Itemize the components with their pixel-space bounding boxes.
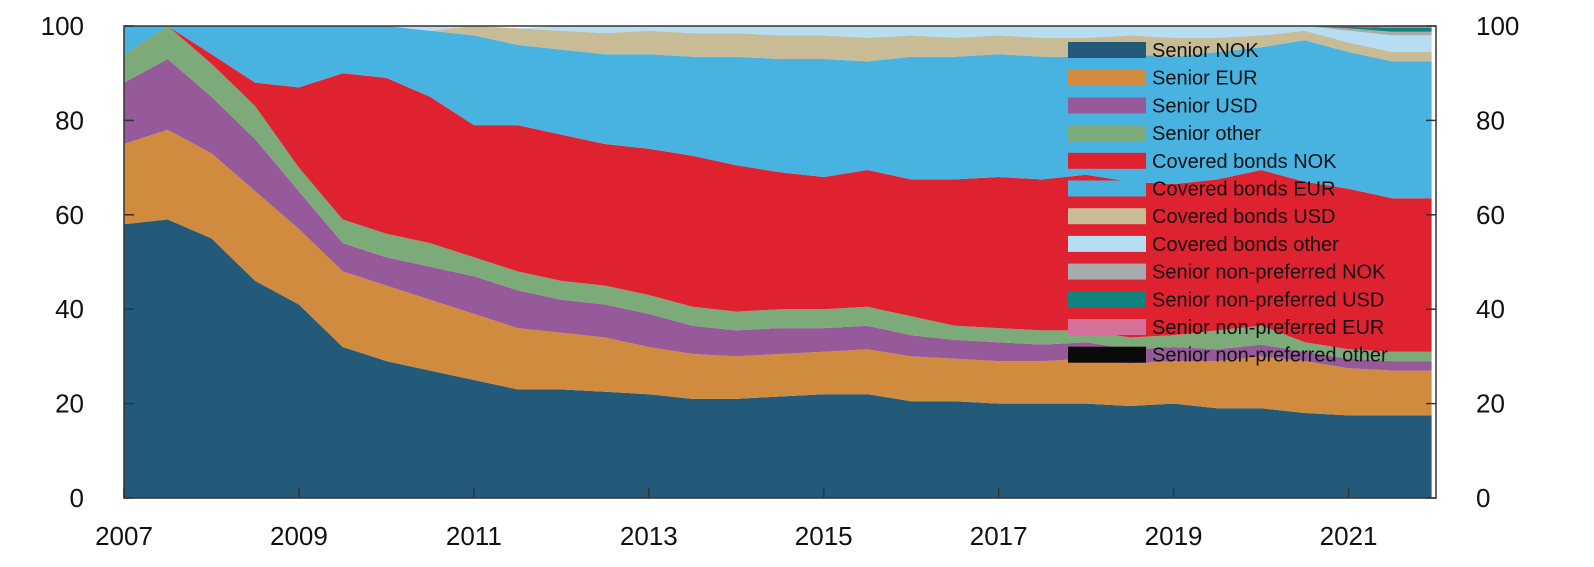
legend-swatch <box>1068 125 1146 142</box>
legend-item: Senior non-preferred other <box>1068 345 1388 367</box>
legend-label: Senior other <box>1152 123 1261 145</box>
legend: Senior NOK Senior EUR Senior USD Senior oth… <box>1068 40 1388 367</box>
legend-item: Senior EUR <box>1068 68 1258 90</box>
legend-swatch <box>1068 180 1146 197</box>
legend-label: Senior non-preferred USD <box>1152 289 1384 311</box>
x-tick-label: 2007 <box>95 521 153 551</box>
legend-label: Covered bonds other <box>1152 234 1339 256</box>
legend-item: Senior NOK <box>1068 40 1259 62</box>
legend-swatch <box>1068 97 1146 114</box>
area-senior-nok <box>124 219 1432 498</box>
legend-label: Senior USD <box>1152 95 1258 117</box>
legend-item: Senior USD <box>1068 95 1258 117</box>
x-tick-label: 2015 <box>795 521 853 551</box>
legend-swatch <box>1068 42 1146 58</box>
y-tick-label-left: 40 <box>55 294 84 324</box>
legend-item: Senior non-preferred EUR <box>1068 317 1384 339</box>
legend-swatch <box>1068 69 1146 86</box>
y-tick-label-left: 60 <box>55 200 84 230</box>
legend-label: Senior NOK <box>1152 40 1259 62</box>
y-tick-label-right: 20 <box>1476 389 1505 419</box>
y-tick-label-left: 100 <box>41 11 84 41</box>
x-tick-label: 2021 <box>1320 521 1378 551</box>
y-tick-label-right: 100 <box>1476 11 1519 41</box>
x-tick-label: 2019 <box>1145 521 1203 551</box>
y-tick-label-right: 0 <box>1476 483 1490 513</box>
x-tick-label: 2013 <box>620 521 678 551</box>
y-tick-label-left: 20 <box>55 389 84 419</box>
legend-swatch <box>1068 208 1146 225</box>
legend-label: Covered bonds EUR <box>1152 179 1335 201</box>
legend-swatch <box>1068 263 1146 280</box>
x-tick-label: 2009 <box>270 521 328 551</box>
legend-item: Covered bonds EUR <box>1068 179 1335 201</box>
legend-swatch <box>1068 346 1146 363</box>
legend-item: Senior non-preferred NOK <box>1068 262 1386 284</box>
legend-item: Covered bonds NOK <box>1068 151 1337 173</box>
y-tick-label-right: 60 <box>1476 200 1505 230</box>
legend-swatch <box>1068 152 1146 169</box>
area-covered-bonds-other <box>124 26 1432 52</box>
y-tick-label-left: 80 <box>55 105 84 135</box>
legend-swatch <box>1068 319 1146 335</box>
x-tick-label: 2011 <box>446 521 502 551</box>
y-tick-label-right: 80 <box>1476 105 1505 135</box>
legend-label: Senior EUR <box>1152 68 1258 90</box>
x-tick-label: 2017 <box>970 521 1028 551</box>
y-tick-label-right: 40 <box>1476 294 1505 324</box>
legend-label: Covered bonds USD <box>1152 206 1335 228</box>
legend-label: Senior non-preferred EUR <box>1152 317 1384 339</box>
legend-item: Covered bonds other <box>1068 234 1339 256</box>
area-senior-eur <box>124 129 1432 416</box>
legend-label: Covered bonds NOK <box>1152 151 1337 173</box>
legend-swatch <box>1068 235 1146 252</box>
legend-item: Senior other <box>1068 123 1261 145</box>
legend-label: Senior non-preferred other <box>1152 345 1388 367</box>
area-senior-usd <box>124 59 1432 371</box>
plot-frame <box>123 25 1437 499</box>
legend-label: Senior non-preferred NOK <box>1152 262 1386 284</box>
legend-item: Senior non-preferred USD <box>1068 289 1384 311</box>
legend-item: Covered bonds USD <box>1068 206 1335 228</box>
legend-swatch <box>1068 291 1146 308</box>
y-tick-label-left: 0 <box>70 483 84 513</box>
